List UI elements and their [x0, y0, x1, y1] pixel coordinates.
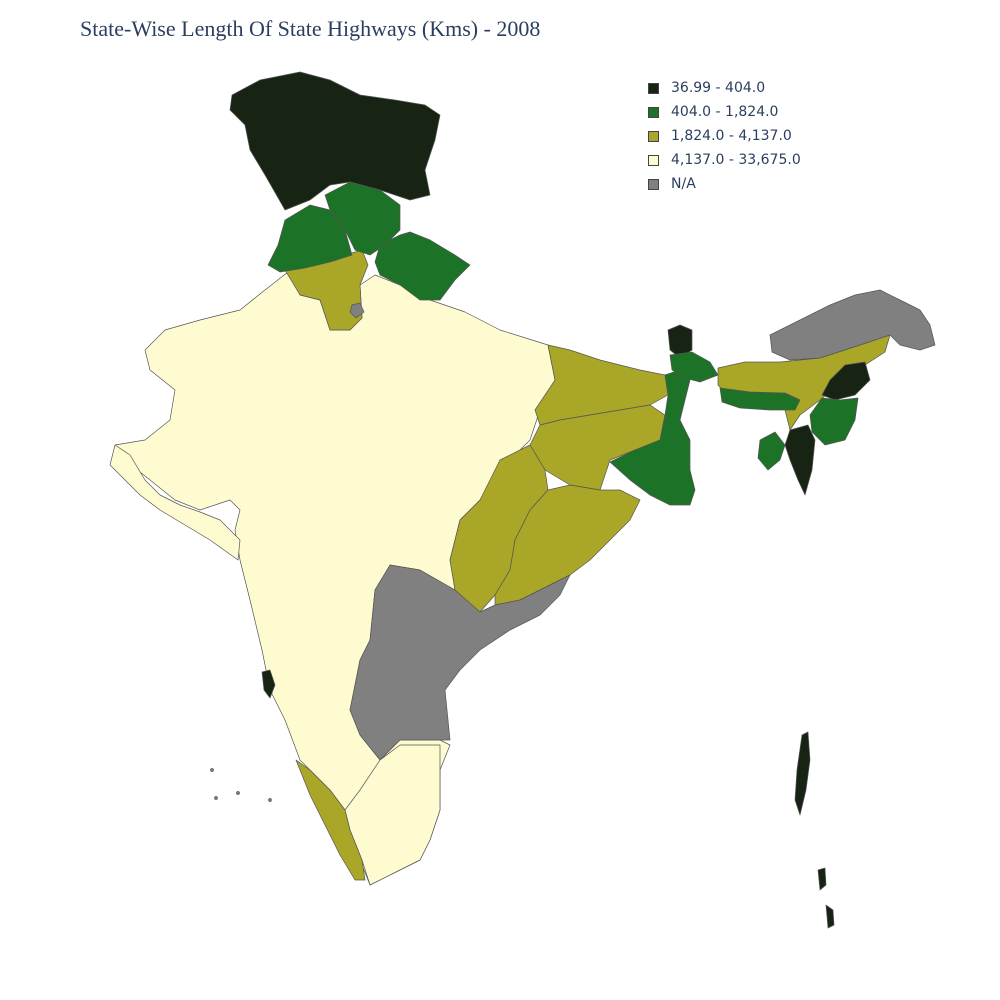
legend-swatch — [648, 178, 659, 190]
legend-swatch — [648, 106, 659, 118]
region-goa[interactable] — [261, 669, 276, 699]
region-mizoram[interactable] — [784, 424, 816, 496]
region-uttarakhand[interactable] — [374, 231, 471, 301]
legend-label: 1,824.0 - 4,137.0 — [671, 128, 792, 144]
map-legend: 36.99 - 404.0 404.0 - 1,824.0 1,824.0 - … — [648, 76, 801, 196]
legend-swatch — [648, 154, 659, 166]
region-lakshadweep-3[interactable] — [214, 796, 218, 800]
region-andaman-islands[interactable] — [794, 731, 811, 816]
legend-swatch — [648, 130, 659, 142]
legend-label: 404.0 - 1,824.0 — [671, 104, 779, 120]
legend-label: N/A — [671, 176, 696, 192]
region-punjab[interactable] — [267, 204, 353, 273]
region-lakshadweep-4[interactable] — [268, 798, 272, 802]
region-arunachal-pradesh[interactable] — [769, 289, 936, 361]
legend-item[interactable]: 404.0 - 1,824.0 — [648, 100, 801, 124]
region-gujarat-coast[interactable] — [109, 444, 241, 561]
legend-swatch — [648, 82, 659, 94]
legend-item[interactable]: 36.99 - 404.0 — [648, 76, 801, 100]
legend-item[interactable]: N/A — [648, 172, 801, 196]
region-nagaland[interactable] — [821, 361, 871, 401]
region-manipur[interactable] — [809, 397, 859, 446]
region-delhi[interactable] — [349, 302, 365, 319]
region-jammu-kashmir[interactable] — [229, 71, 441, 211]
region-sikkim[interactable] — [667, 324, 693, 359]
region-lakshadweep-2[interactable] — [236, 791, 240, 795]
region-andhra-pradesh[interactable] — [349, 564, 571, 761]
region-lakshadweep-1[interactable] — [210, 768, 214, 772]
map-title: State-Wise Length Of State Highways (Kms… — [80, 16, 541, 41]
region-meghalaya[interactable] — [719, 387, 801, 411]
legend-label: 36.99 - 404.0 — [671, 80, 766, 96]
region-north-bengal[interactable] — [669, 351, 719, 383]
region-nicobar-islands-south[interactable] — [825, 904, 835, 929]
legend-label: 4,137.0 - 33,675.0 — [671, 152, 801, 168]
region-nicobar-islands[interactable] — [817, 867, 827, 891]
region-kerala[interactable] — [295, 759, 366, 881]
legend-item[interactable]: 4,137.0 - 33,675.0 — [648, 148, 801, 172]
region-tripura[interactable] — [757, 431, 786, 471]
region-west-bengal[interactable] — [609, 369, 696, 506]
legend-item[interactable]: 1,824.0 - 4,137.0 — [648, 124, 801, 148]
